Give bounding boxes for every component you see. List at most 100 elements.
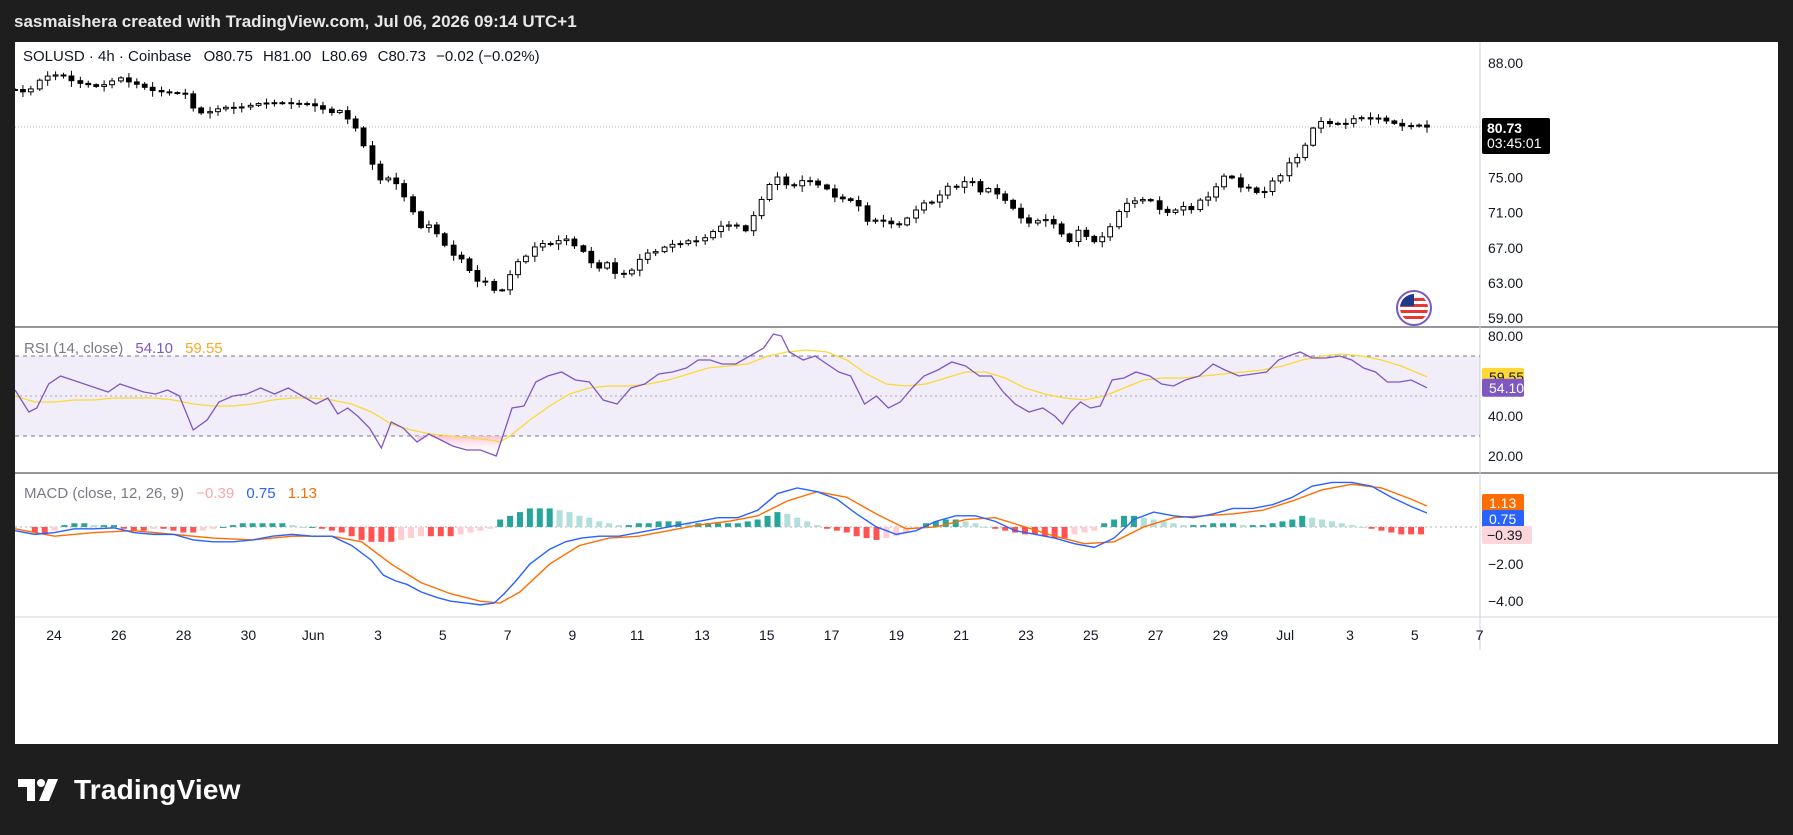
candle-body-up bbox=[1075, 229, 1082, 242]
macd-histogram-bar bbox=[853, 526, 860, 537]
macd-histogram-bar bbox=[309, 526, 316, 528]
macd-histogram-bar bbox=[754, 519, 761, 527]
candle-body-up bbox=[726, 224, 732, 227]
candle-body-up bbox=[36, 79, 43, 90]
candle-body-down bbox=[824, 184, 830, 190]
macd-histogram-bar bbox=[150, 526, 157, 529]
candle-body-up bbox=[215, 108, 221, 113]
macd-histogram-bar bbox=[1041, 526, 1048, 537]
macd-histogram-bar bbox=[200, 526, 207, 531]
time-axis-tick: 17 bbox=[824, 627, 840, 643]
candle-body-up bbox=[523, 255, 529, 263]
candle-body-down bbox=[839, 196, 846, 200]
candle bbox=[1269, 177, 1276, 196]
brand-name: TradingView bbox=[74, 774, 241, 805]
macd-histogram-bar bbox=[447, 526, 454, 537]
candle bbox=[855, 195, 862, 212]
time-axis-tick: 3 bbox=[374, 627, 382, 643]
candle-body-up bbox=[1269, 180, 1276, 193]
candle bbox=[596, 259, 603, 272]
candle bbox=[774, 172, 781, 191]
candle bbox=[44, 71, 51, 86]
macd-histogram-bar bbox=[705, 523, 712, 527]
time-axis-tick: 3 bbox=[1346, 627, 1354, 643]
rsi-pane[interactable] bbox=[15, 333, 1480, 457]
candle bbox=[710, 229, 716, 241]
macd-histogram-bar bbox=[1418, 526, 1425, 535]
chart-frame[interactable]: 88.00 75.00 71.00 67.00 63.00 59.00 80.00 40.00… bbox=[15, 42, 1778, 744]
candle bbox=[507, 270, 513, 295]
candle-body-down bbox=[847, 198, 854, 202]
price-pane[interactable] bbox=[15, 70, 1480, 295]
candle-body-up bbox=[515, 261, 521, 276]
candle bbox=[410, 194, 416, 215]
candle bbox=[1147, 198, 1154, 203]
time-axis[interactable]: 24 26 28 30 Jun 3 5 7 9 11 13 15 17 19 21 23 25 27 29 Jul 3 5… bbox=[46, 627, 1483, 643]
candle bbox=[1018, 203, 1024, 224]
candle-body-down bbox=[77, 80, 84, 84]
candle-body-down bbox=[1245, 186, 1252, 189]
candle-body-down bbox=[174, 92, 181, 95]
macd-histogram-bar bbox=[111, 525, 118, 527]
candle-body-down bbox=[125, 77, 132, 83]
macd-histogram-bar bbox=[655, 521, 662, 527]
candle-body-up bbox=[1334, 122, 1341, 125]
candle bbox=[1131, 196, 1138, 208]
price-axis[interactable]: 88.00 75.00 71.00 67.00 63.00 59.00 80.00 40.00… bbox=[1488, 55, 1524, 609]
macd-histogram-bar bbox=[101, 525, 108, 527]
tradingview-logo[interactable]: TradingView bbox=[18, 772, 241, 808]
candle-body-down bbox=[1156, 200, 1163, 210]
macd-histogram-bar bbox=[843, 526, 850, 533]
macd-histogram-bar bbox=[903, 526, 910, 533]
candle bbox=[1034, 218, 1041, 226]
macd-histogram bbox=[31, 508, 1425, 542]
candle-body-down bbox=[547, 243, 554, 246]
candle-body-down bbox=[1018, 207, 1024, 219]
candle-body-up bbox=[44, 75, 51, 81]
candle-body-down bbox=[141, 83, 148, 88]
candle-body-down bbox=[1147, 199, 1154, 202]
candle-body-up bbox=[1408, 125, 1415, 128]
candle-body-down bbox=[742, 225, 749, 232]
candle-body-up bbox=[644, 252, 651, 260]
candle-body-down bbox=[450, 244, 457, 256]
macd-histogram-bar bbox=[408, 526, 415, 539]
time-axis-tick: 9 bbox=[569, 627, 577, 643]
candle-body-up bbox=[247, 104, 254, 108]
macd-histogram-bar bbox=[1309, 517, 1316, 527]
candle-body-up bbox=[425, 224, 432, 229]
candle bbox=[888, 217, 895, 229]
candle-body-up bbox=[929, 201, 935, 204]
candle bbox=[1383, 115, 1390, 125]
candle-body-down bbox=[377, 163, 384, 181]
candle-body-up bbox=[1350, 118, 1357, 124]
candle bbox=[255, 102, 262, 107]
candle bbox=[1424, 120, 1430, 133]
candle-body-up bbox=[1277, 175, 1284, 182]
candle-body-down bbox=[149, 86, 156, 92]
candle bbox=[1213, 182, 1219, 202]
candle-body-up bbox=[985, 188, 992, 193]
candle-body-down bbox=[312, 103, 318, 107]
macd-pane[interactable] bbox=[15, 481, 1480, 606]
macd-histogram-bar bbox=[1101, 523, 1108, 527]
candle bbox=[1367, 112, 1374, 126]
candle-body-down bbox=[320, 105, 326, 110]
candle bbox=[685, 239, 692, 246]
candle-body-up bbox=[1042, 219, 1049, 222]
candle-body-down bbox=[580, 245, 587, 252]
macd-histogram-bar bbox=[61, 525, 68, 527]
candle bbox=[733, 222, 740, 229]
candle bbox=[93, 83, 100, 88]
candle-body-up bbox=[1034, 220, 1041, 224]
candle-body-up bbox=[15, 89, 18, 91]
candle bbox=[1091, 234, 1098, 244]
candle-body-up bbox=[1205, 196, 1212, 201]
price-axis-tick: 71.00 bbox=[1488, 205, 1523, 221]
candle-body-down bbox=[977, 181, 984, 193]
candle bbox=[539, 240, 546, 252]
candle bbox=[433, 221, 440, 238]
us-flag-icon[interactable] bbox=[1396, 290, 1432, 326]
candle-body-down bbox=[344, 110, 351, 120]
candle-body-down bbox=[230, 106, 237, 109]
